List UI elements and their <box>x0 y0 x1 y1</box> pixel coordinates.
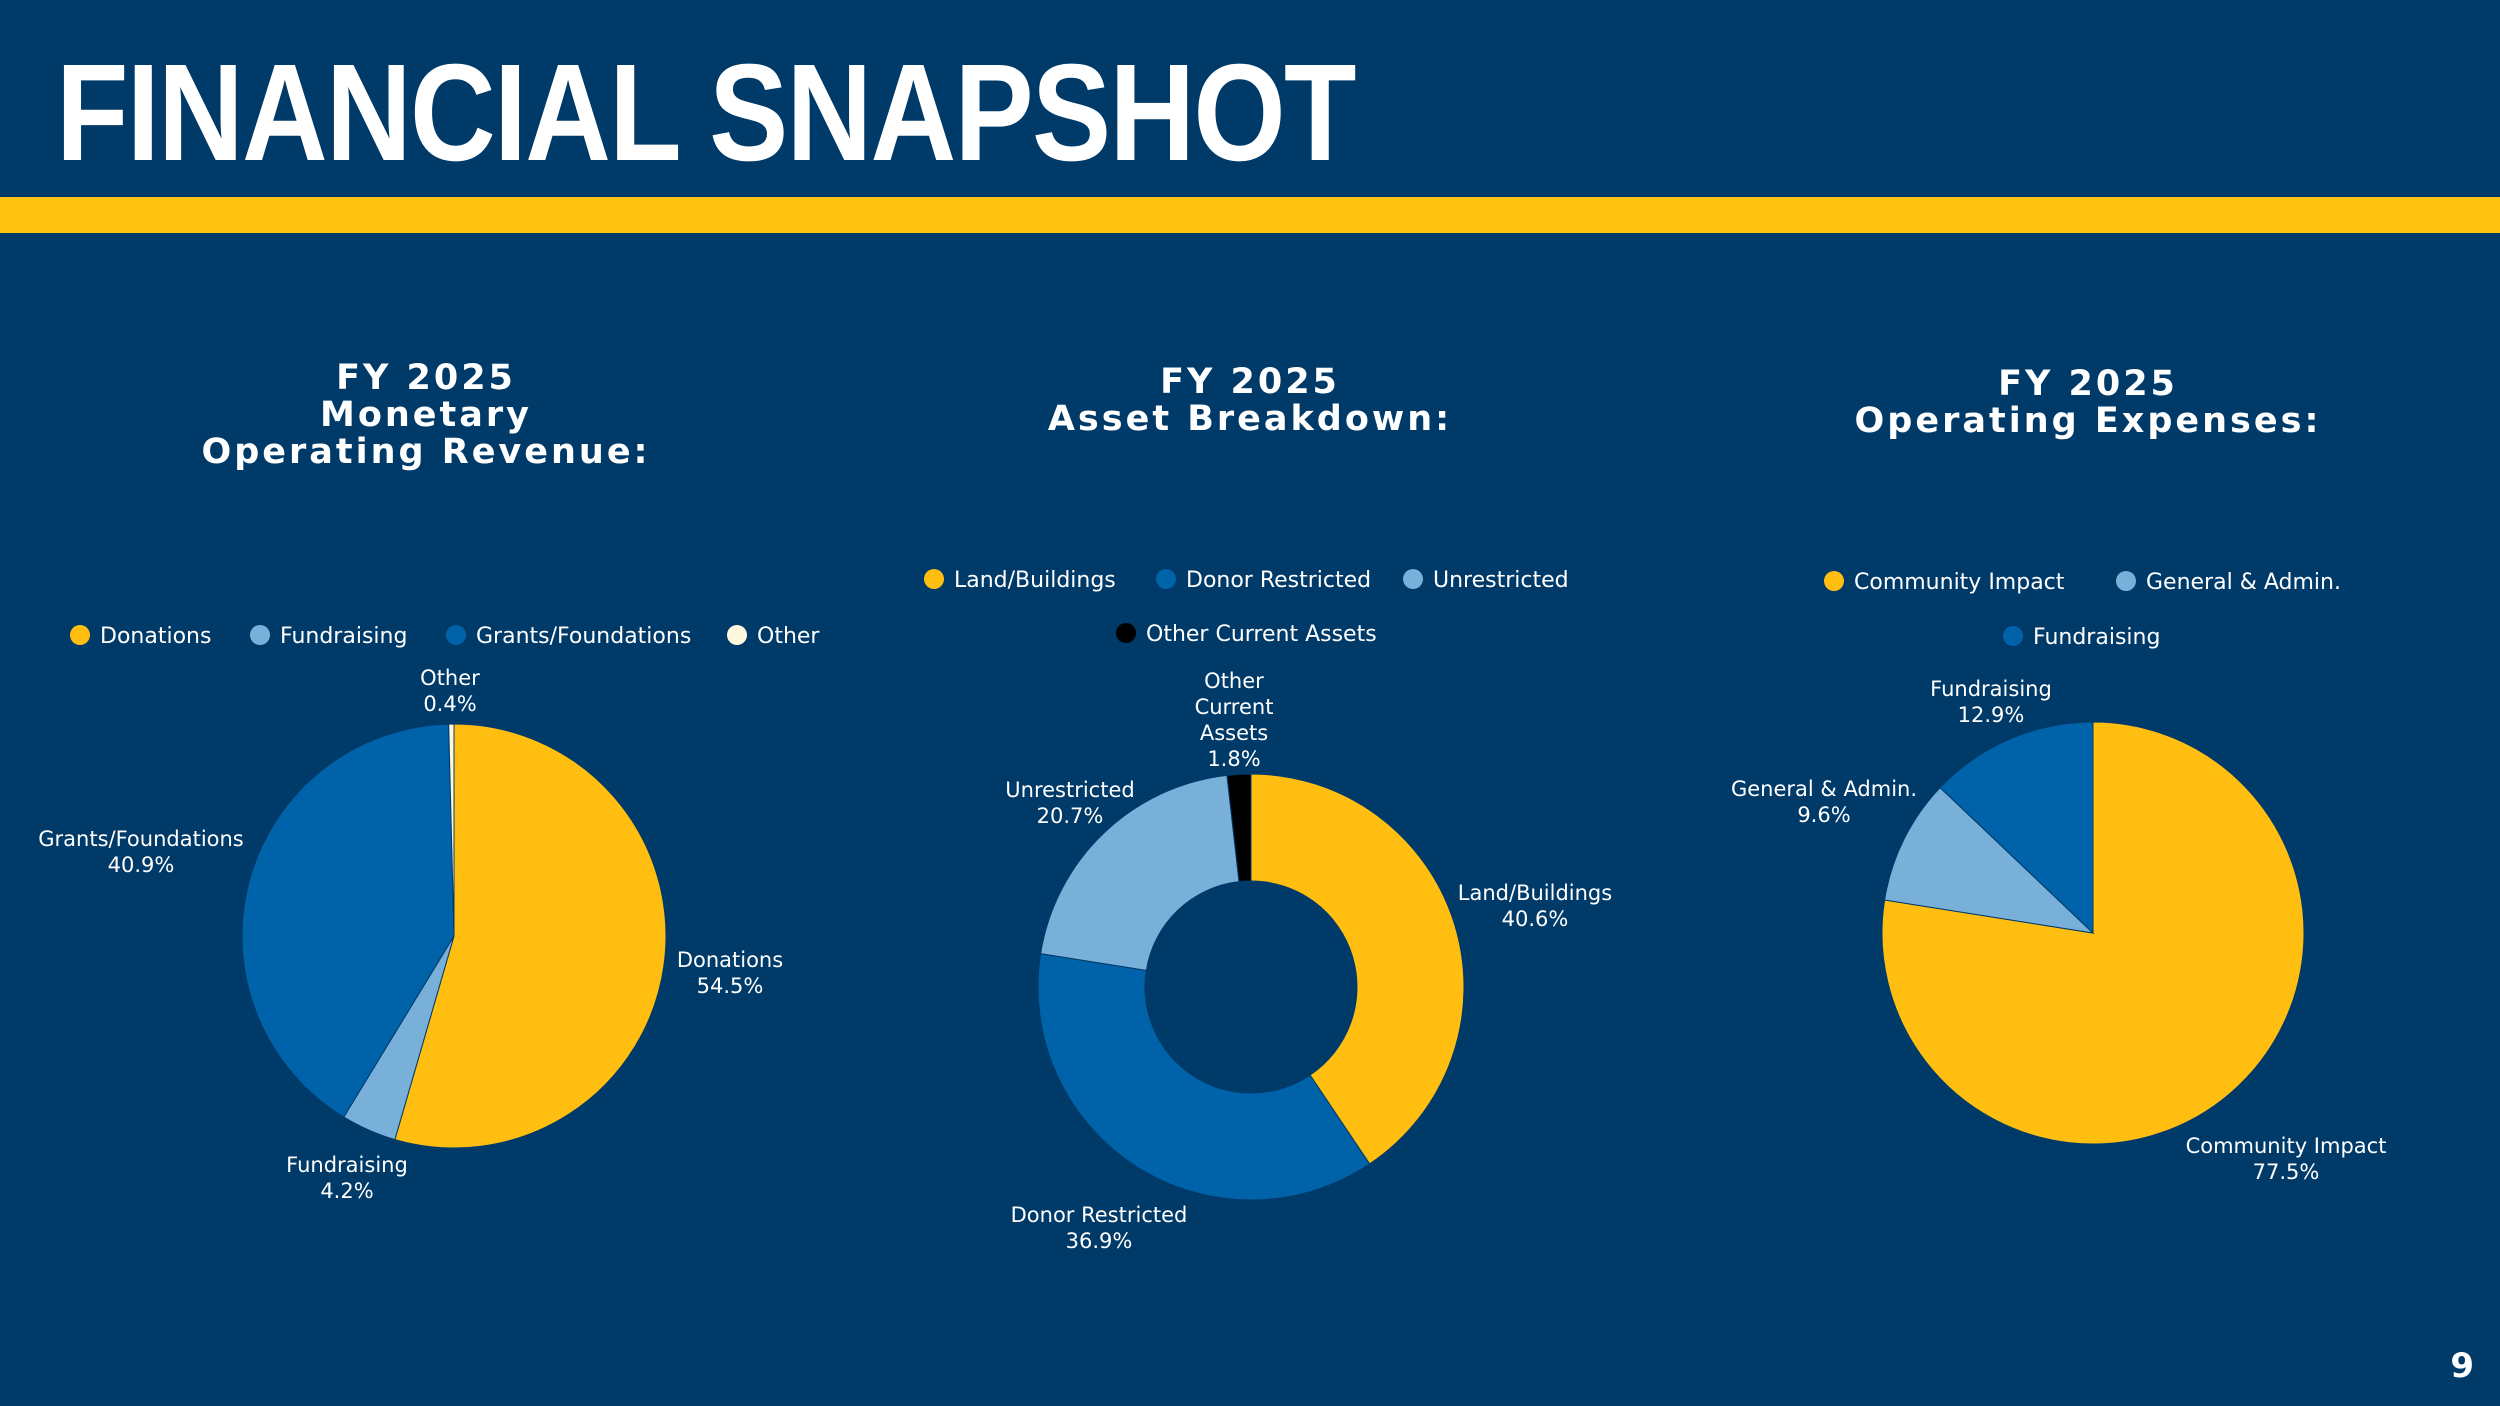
legend-item-fundraising: Fundraising <box>250 624 407 649</box>
legend-label: Community Impact <box>1854 570 2065 595</box>
legend-item-general-admin: General & Admin. <box>2116 570 2341 595</box>
slice-label-unrestricted: Unrestricted 20.7% <box>1005 778 1134 828</box>
legend-swatch <box>1116 623 1136 643</box>
slice-other-current-assets <box>1226 773 1252 883</box>
legend-swatch <box>924 569 944 589</box>
legend-item-other: Other <box>727 624 820 649</box>
legend-label: Donor Restricted <box>1186 568 1371 593</box>
legend-swatch <box>2003 626 2023 646</box>
legend-label: Donations <box>100 624 211 649</box>
legend-item-other-current-assets: Other Current Assets <box>1116 622 1377 647</box>
legend-swatch <box>1824 571 1844 591</box>
legend-item-donations: Donations <box>70 624 211 649</box>
revenue-pie-chart: Donations Fundraising Grants/Foundations Ot… <box>38 624 820 1203</box>
slice-fundraising <box>1939 721 2094 935</box>
legend-label: Fundraising <box>280 624 407 649</box>
expenses-pie-chart: Community Impact General & Admin. Fundrais… <box>1731 570 2387 1184</box>
asset-chart-panel: FY 2025 Asset Breakdown: Land/Buildings D… <box>830 350 1670 1300</box>
slice-label-grants-foundations: Grants/Foundations 40.9% <box>38 827 244 877</box>
legend-swatch <box>70 625 90 645</box>
slice-label-land-buildings: Land/Buildings 40.6% <box>1458 881 1612 931</box>
legend-label: General & Admin. <box>2146 570 2341 595</box>
revenue-chart-panel: FY 2025 Monetary Operating Revenue: Dona… <box>6 350 846 1300</box>
legend-swatch <box>446 625 466 645</box>
legend-swatch <box>250 625 270 645</box>
slice-community-impact <box>1881 721 2305 1145</box>
revenue-chart-title: FY 2025 Monetary Operating Revenue: <box>201 358 651 472</box>
legend-item-donor-restricted: Donor Restricted <box>1156 568 1371 593</box>
legend-label: Fundraising <box>2033 625 2160 650</box>
accent-bar <box>0 197 2500 233</box>
slice-label-other: Other 0.4% <box>420 666 480 716</box>
legend-swatch <box>727 625 747 645</box>
slice-label-fundraising: Fundraising 4.2% <box>286 1153 408 1203</box>
slice-donor-restricted <box>1037 953 1371 1201</box>
legend-item-unrestricted: Unrestricted <box>1403 568 1569 593</box>
slice-unrestricted <box>1040 774 1240 971</box>
legend-label: Grants/Foundations <box>476 624 691 649</box>
slice-land-buildings <box>1250 773 1465 1165</box>
page-number: 9 <box>2450 1346 2474 1386</box>
slice-general-admin <box>1884 786 2095 934</box>
slice-label-donations: Donations 54.5% <box>677 948 783 998</box>
legend-label: Other Current Assets <box>1146 622 1377 647</box>
legend-item-land-buildings: Land/Buildings <box>924 568 1116 593</box>
asset-chart-title: FY 2025 Asset Breakdown: <box>1047 362 1453 439</box>
slice-grants-foundations <box>241 723 455 1118</box>
legend-label: Other <box>757 624 820 649</box>
slice-label-other-current-assets: Other Current Assets 1.8% <box>1195 669 1274 771</box>
legend-label: Land/Buildings <box>954 568 1116 593</box>
slice-label-community-impact: Community Impact 77.5% <box>2186 1134 2387 1184</box>
legend-swatch <box>1403 569 1423 589</box>
expenses-chart-title: FY 2025 Operating Expenses: <box>1854 364 2322 441</box>
expenses-chart-panel: FY 2025 Operating Expenses: Community Im… <box>1668 350 2500 1300</box>
legend-item-fundraising: Fundraising <box>2003 625 2160 650</box>
slice-label-general-admin: General & Admin. 9.6% <box>1731 777 1917 827</box>
legend-label: Unrestricted <box>1433 568 1569 593</box>
slice-other <box>448 723 455 937</box>
slice-donations <box>394 723 667 1149</box>
slice-label-donor-restricted: Donor Restricted 36.9% <box>1011 1203 1188 1253</box>
legend-swatch <box>2116 571 2136 591</box>
slice-label-fundraising: Fundraising 12.9% <box>1930 677 2052 727</box>
page-title: FINANCIAL SNAPSHOT <box>56 36 1356 190</box>
asset-donut-chart: Land/Buildings Donor Restricted Unrestrict… <box>924 568 1612 1253</box>
legend-item-community-impact: Community Impact <box>1824 570 2065 595</box>
legend-item-grants-foundations: Grants/Foundations <box>446 624 691 649</box>
legend-swatch <box>1156 569 1176 589</box>
